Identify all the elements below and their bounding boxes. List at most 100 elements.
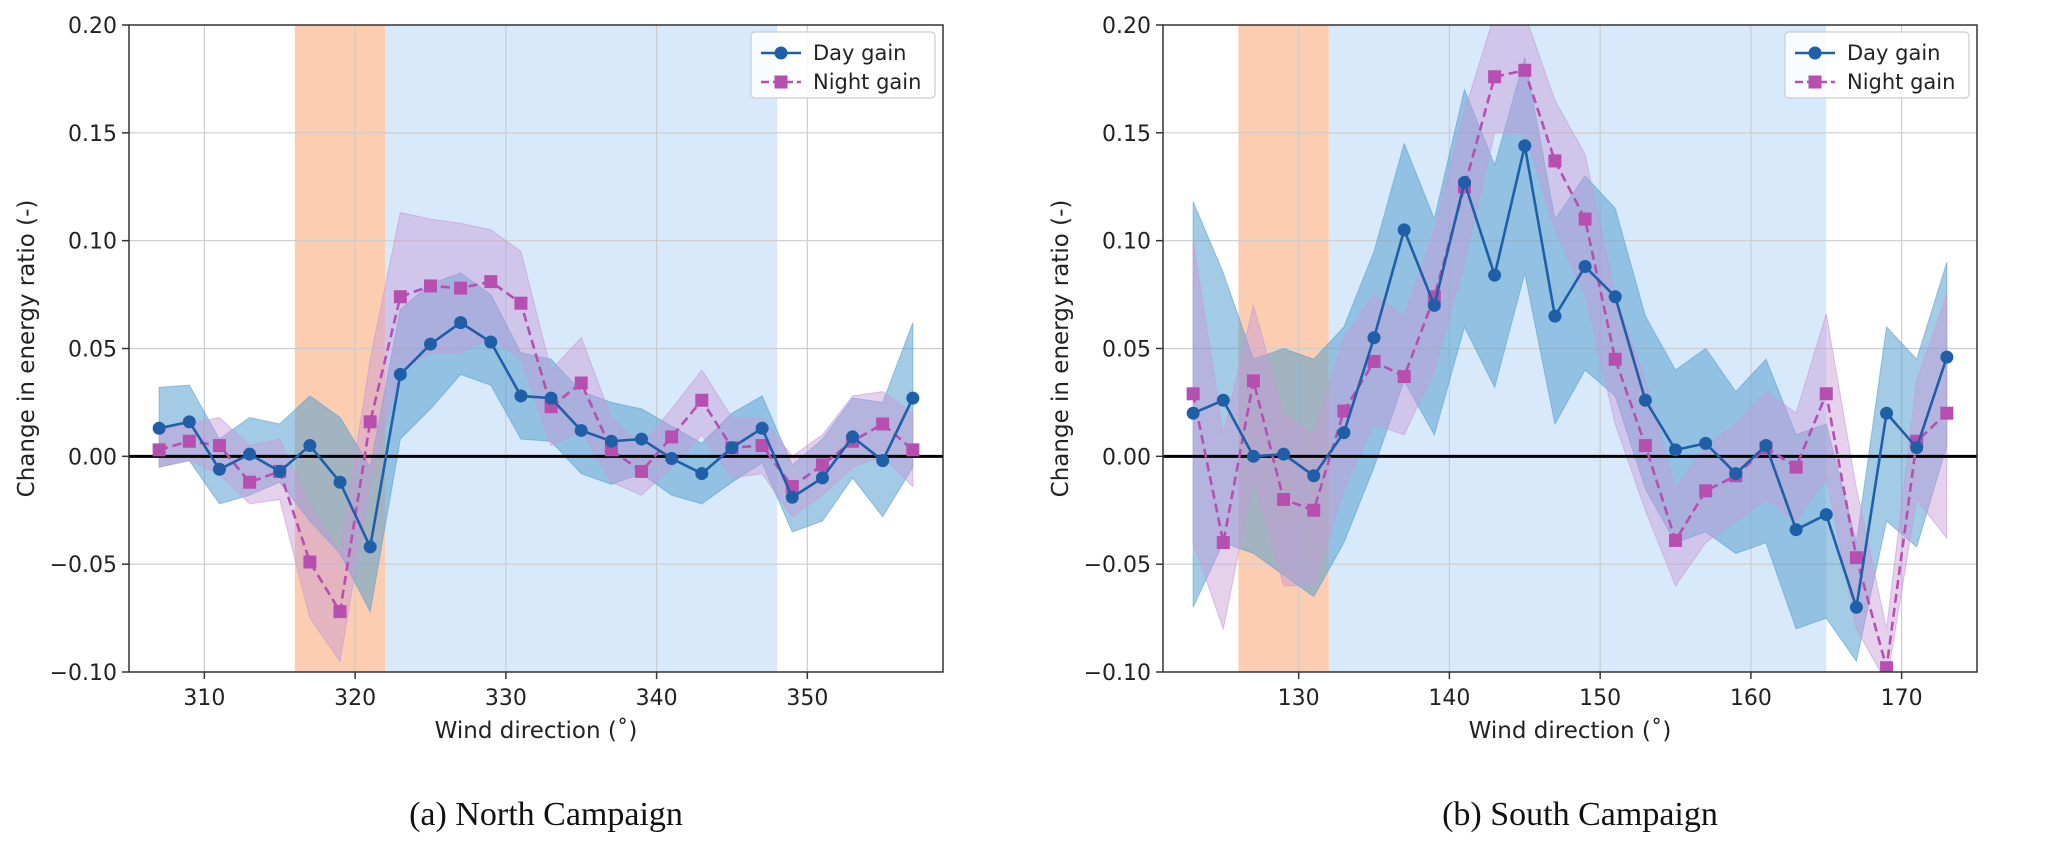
y-tick-label: 0.00 [68, 445, 117, 470]
x-tick-label: 320 [334, 686, 376, 711]
day-gain-point [1759, 439, 1773, 453]
y-tick-label: 0.20 [1102, 14, 1151, 39]
day-gain-point [1699, 436, 1713, 450]
day-gain-point [1880, 406, 1894, 420]
day-gain-point [725, 441, 739, 455]
night-legend-label: Night gain [813, 70, 921, 94]
day-gain-line [158, 321, 915, 552]
x-axis-title: Wind direction (˚) [1469, 717, 1672, 744]
night-gain-point [152, 443, 166, 457]
night-confidence-band [1192, 25, 1948, 672]
night-legend-label: Night gain [1847, 70, 1955, 94]
day-gain-point [212, 462, 226, 476]
day-gain-point [423, 337, 437, 351]
y-axis-title: Change in energy ratio (-) [14, 200, 40, 498]
day-gain-point [695, 467, 709, 481]
day-gain-point [1427, 298, 1441, 312]
day-gain-point [1910, 441, 1924, 455]
day-gain-point [1397, 223, 1411, 237]
night-gain-point [182, 434, 196, 448]
north-campaign-chart: 310 320 330 340 350 −0.10 −0.05 0.00 0.05 0.10 0.1… [14, 14, 944, 833]
day-gain-point [1337, 426, 1351, 440]
day-gain-point [574, 423, 588, 437]
panel-caption: (b) South Campaign [1442, 796, 1718, 833]
y-tick-label: 0.05 [68, 338, 117, 363]
plot-area [129, 25, 943, 672]
night-gain-point [1849, 551, 1863, 565]
y-tick-label: 0.10 [1102, 230, 1151, 255]
y-tick-label: 0.10 [68, 230, 117, 255]
y-tick-label: 0.20 [68, 14, 117, 39]
day-gain-point [363, 540, 377, 554]
day-gain-point [665, 451, 679, 465]
night-gain-point [423, 279, 437, 293]
day-gain-point [1277, 447, 1291, 461]
night-gain-point [1186, 387, 1200, 401]
day-gain-point [876, 454, 890, 468]
day-gain-point [454, 316, 468, 330]
x-tick-label: 330 [485, 686, 527, 711]
south-campaign-chart: 130 140 150 160 170 −0.10 −0.05 0.00 0.05 0.10 0.1… [1048, 14, 1978, 833]
night-gain-point [1337, 404, 1351, 418]
x-tick-label: 340 [636, 686, 678, 711]
night-gain-point [1246, 374, 1260, 388]
y-tick-label: 0.15 [68, 122, 117, 147]
night-gain-point [1307, 503, 1321, 517]
y-tick-label: 0.15 [1102, 122, 1151, 147]
night-gain-point [815, 458, 829, 472]
night-gain-point [635, 464, 649, 478]
day-gain-point [815, 471, 829, 485]
plot-area [1163, 25, 1977, 672]
day-gain-point [1367, 331, 1381, 345]
day-gain-point [243, 447, 257, 461]
day-gain-point [152, 421, 166, 435]
day-gain-point [393, 367, 407, 381]
night-gain-point [1789, 460, 1803, 474]
night-gain-point [574, 376, 588, 390]
night-gain-point [755, 439, 769, 453]
night-gain-point [1367, 354, 1381, 368]
day-legend-label: Day gain [1847, 41, 1941, 65]
day-gain-point [1457, 175, 1471, 189]
day-gain-point [1578, 260, 1592, 274]
x-tick-label: 350 [786, 686, 828, 711]
day-gain-point [604, 434, 618, 448]
night-confidence-band [158, 212, 914, 663]
night-gain-point [1880, 661, 1894, 672]
night-gain-point [212, 439, 226, 453]
day-gain-point [1216, 393, 1230, 407]
night-gain-point [1397, 370, 1411, 384]
day-gain-point [1940, 350, 1954, 364]
y-tick-label: −0.10 [50, 661, 117, 686]
day-gain-point [1729, 467, 1743, 481]
day-gain-point [785, 490, 799, 504]
x-tick-label: 170 [1881, 686, 1923, 711]
day-gain-point [1608, 290, 1622, 304]
day-gain-point [1246, 449, 1260, 463]
night-gain-point [1638, 439, 1652, 453]
x-tick-label: 150 [1579, 686, 1621, 711]
day-gain-point [1548, 309, 1562, 323]
night-legend-marker [1808, 75, 1822, 89]
night-gain-line [1191, 68, 1948, 669]
north-campaign-panel: 310 320 330 340 350 −0.10 −0.05 0.00 0.05 0.10 0.1… [0, 0, 1033, 853]
night-gain-point [1699, 484, 1713, 498]
day-gain-point [1186, 406, 1200, 420]
night-gain-point [1819, 387, 1833, 401]
night-gain-point [1277, 492, 1291, 506]
night-gain-line [158, 280, 914, 616]
day-gain-point [1307, 469, 1321, 483]
y-tick-label: −0.10 [1084, 661, 1151, 686]
x-tick-label: 130 [1278, 686, 1320, 711]
night-gain-point [695, 393, 709, 407]
day-gain-point [1488, 268, 1502, 282]
day-gain-point [514, 389, 528, 403]
day-gain-point [1789, 523, 1803, 537]
x-axis-title: Wind direction (˚) [435, 717, 638, 744]
day-gain-point [544, 391, 558, 405]
x-tick-label: 160 [1730, 686, 1772, 711]
night-gain-point [243, 475, 257, 489]
day-gain-point [1518, 139, 1532, 153]
night-gain-point [1518, 63, 1532, 77]
night-gain-point [1488, 70, 1502, 84]
